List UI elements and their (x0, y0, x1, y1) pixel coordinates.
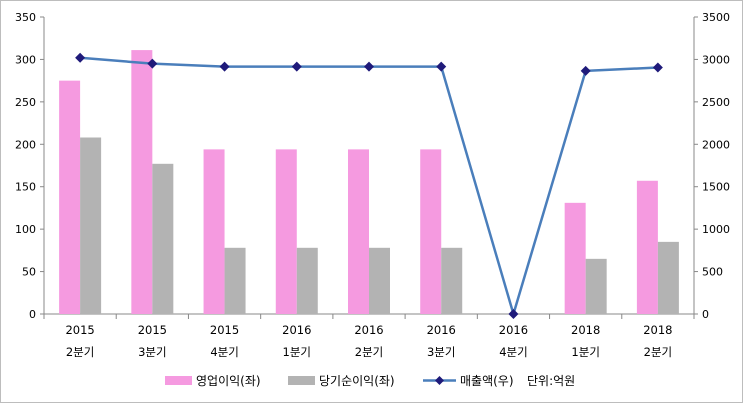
x-tick-label-quarter: 4분기 (210, 345, 238, 359)
bar (441, 247, 463, 314)
line-point (291, 61, 302, 72)
legend-swatch-operating-profit (165, 376, 192, 385)
x-tick-label-year: 2015 (138, 323, 167, 337)
bar-series-group (59, 50, 679, 315)
x-tick-label-quarter: 1분기 (571, 345, 599, 359)
bar (203, 149, 225, 314)
x-tick-label-year: 2016 (499, 323, 528, 337)
left-tick-label: 50 (22, 266, 36, 279)
right-tick-label: 3000 (702, 53, 730, 66)
x-tick-label-year: 2018 (571, 323, 600, 337)
bar (369, 247, 390, 314)
x-tick-label-year: 2015 (210, 323, 239, 337)
legend-label-net-income: 당기순이익(좌) (319, 374, 395, 388)
legend-marker-revenue (435, 376, 444, 385)
legend-label-revenue: 매출액(우) (460, 374, 514, 388)
line-point (436, 61, 447, 72)
x-tick-label-quarter: 2분기 (644, 345, 672, 359)
x-tick-label-quarter: 1분기 (283, 345, 311, 359)
bar (585, 258, 607, 314)
bar (131, 50, 153, 314)
bar (224, 247, 246, 314)
x-tick-label-year: 2015 (65, 323, 94, 337)
left-tick-label: 300 (15, 53, 36, 66)
bar (420, 149, 442, 314)
x-tick-label-year: 2016 (427, 323, 456, 337)
right-tick-label: 0 (702, 308, 709, 321)
bar (348, 149, 369, 314)
x-tick-label-quarter: 2분기 (355, 345, 383, 359)
left-tick-label: 200 (15, 138, 36, 151)
line-point (75, 52, 86, 63)
line-point (508, 309, 519, 319)
line-point (364, 61, 374, 72)
line-point (652, 62, 663, 73)
bar (59, 80, 81, 315)
right-tick-label: 1500 (702, 181, 730, 194)
tick-labels: 0501001502002503003500500100015002000250… (15, 11, 730, 359)
bar (636, 180, 658, 314)
left-tick-label: 0 (29, 308, 36, 321)
x-tick-label-quarter: 3분기 (427, 345, 455, 359)
left-tick-label: 150 (15, 181, 36, 194)
x-tick-label-year: 2016 (282, 323, 311, 337)
x-tick-label-quarter: 4분기 (499, 345, 527, 359)
line-point (580, 65, 591, 76)
right-tick-label: 1000 (702, 223, 730, 236)
legend: 영업이익(좌) 당기순이익(좌) 매출액(우) 단위:억원 (165, 374, 575, 388)
bar (564, 202, 586, 314)
right-tick-label: 3500 (702, 11, 730, 24)
left-tick-label: 250 (15, 96, 36, 109)
bar (296, 247, 318, 314)
x-tick-label-quarter: 3분기 (138, 345, 166, 359)
x-tick-label-quarter: 2분기 (66, 345, 94, 359)
line-point (147, 58, 158, 69)
line-point (219, 61, 230, 72)
x-tick-label-year: 2016 (354, 323, 383, 337)
left-tick-label: 350 (15, 11, 36, 24)
left-tick-label: 100 (15, 223, 36, 236)
right-tick-label: 2500 (702, 96, 730, 109)
right-tick-label: 2000 (702, 138, 730, 151)
bar (275, 149, 297, 314)
x-tick-label-year: 2018 (643, 323, 672, 337)
legend-swatch-net-income (288, 376, 315, 385)
bar (657, 241, 679, 314)
right-tick-label: 500 (702, 266, 723, 279)
bar (80, 137, 102, 314)
unit-note: 단위:억원 (527, 374, 575, 388)
legend-label-operating-profit: 영업이익(좌) (196, 374, 261, 388)
bar (152, 163, 174, 314)
